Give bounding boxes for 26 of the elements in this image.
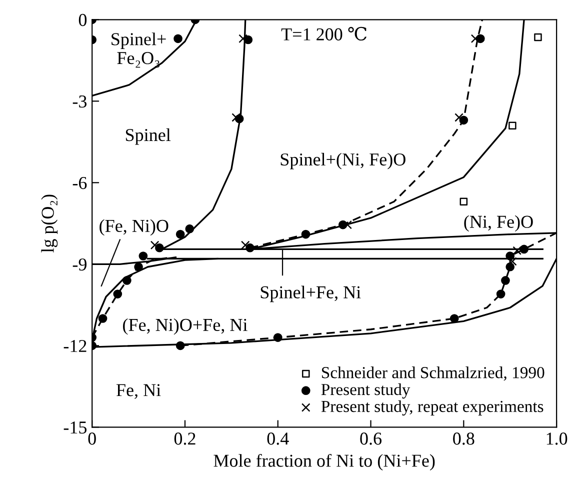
y-tick-label: -12 <box>64 340 86 352</box>
annotation: Fe, Ni <box>116 384 161 399</box>
annotation: Spinel+ Fe₂O₃ <box>112 32 166 68</box>
y-tick-label: -3 <box>72 95 87 108</box>
y-tick-label: 0 <box>78 14 87 26</box>
x-tick-label: 0.2 <box>174 432 196 445</box>
annotation: Spinel <box>126 128 171 145</box>
x-tick-label: 1.0 <box>546 432 568 445</box>
annotation: Spinel+Fe, Ni <box>260 286 361 302</box>
legend-label: Present study, repeat experiments <box>321 400 544 416</box>
annotation: (Ni, Fe)O <box>464 215 533 232</box>
legend-label: Present study <box>321 383 410 399</box>
legend-label: Schneider and Schmalzried, 1990 <box>322 366 544 381</box>
x-tick-label: 0.4 <box>267 432 289 445</box>
annotation: T=1 200 ℃ <box>281 26 367 41</box>
annotation: (Fe, Ni)O <box>100 219 168 236</box>
x-tick-label: 0.6 <box>360 432 382 445</box>
annotation: Spinel+(Ni, Fe)O <box>280 152 406 170</box>
y-tick-label: -9 <box>72 258 86 271</box>
x-axis-title: Mole fraction of Ni to (Ni+Fe) <box>214 454 435 471</box>
annotation: (Fe, Ni)O+Fe, Ni <box>123 318 248 335</box>
x-tick-label: 0 <box>88 432 96 445</box>
y-axis-title: lg p(O₂) <box>41 194 58 253</box>
y-tick-label: -6 <box>72 176 87 190</box>
x-tick-label: 0.8 <box>453 432 474 445</box>
y-tick-label: -15 <box>64 422 87 434</box>
